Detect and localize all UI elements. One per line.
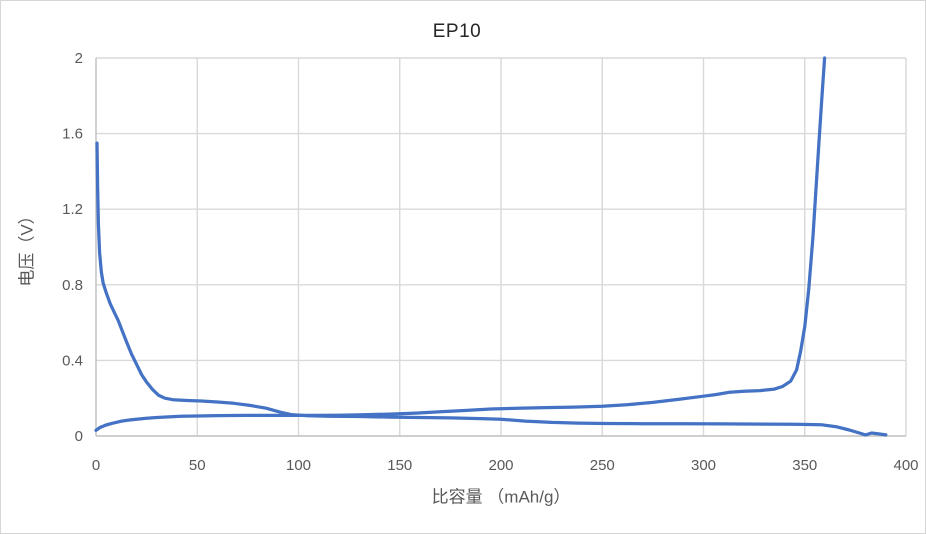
y-tick-label: 0 [75, 428, 83, 445]
chart-title: EP10 [432, 21, 482, 42]
y-tick-label: 1.6 [62, 126, 83, 143]
x-tick-label: 300 [691, 457, 716, 474]
x-tick-label: 250 [590, 457, 615, 474]
x-tick-label: 150 [387, 457, 412, 474]
y-tick-label: 0.4 [62, 352, 83, 369]
y-tick-label: 0.8 [62, 277, 83, 294]
y-tick-label: 1.2 [62, 201, 83, 218]
x-tick-label: 350 [792, 457, 817, 474]
charge-curve [94, 56, 827, 432]
x-tick-label: 100 [286, 457, 311, 474]
x-axis-title: 比容量 （mAh/g） [431, 487, 571, 507]
y-tick-label: 2 [75, 50, 83, 67]
x-tick-label: 400 [893, 457, 918, 474]
discharge-curve [95, 141, 888, 437]
x-tick-label: 200 [488, 457, 513, 474]
x-tick-label: 50 [189, 457, 206, 474]
x-tick-label: 0 [92, 457, 100, 474]
